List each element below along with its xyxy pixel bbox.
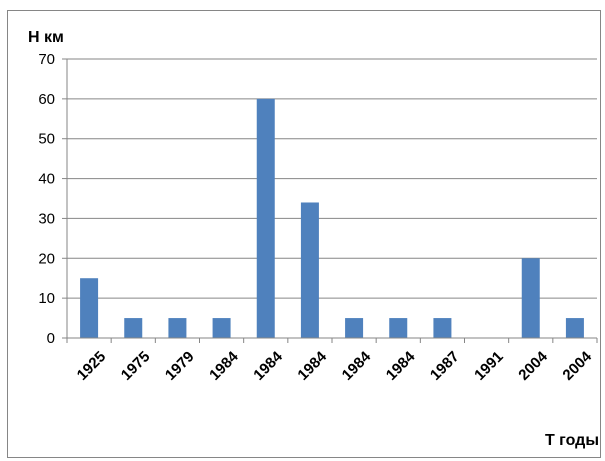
x-tick-label: 1987 — [427, 348, 463, 384]
x-tick-label: 1984 — [383, 348, 419, 384]
x-tick-label: 1991 — [471, 348, 507, 384]
y-tick-label: 40 — [38, 171, 55, 188]
x-tick-label: 1984 — [294, 348, 330, 384]
bars — [80, 98, 584, 338]
bar — [256, 98, 275, 338]
y-tick-label: 10 — [38, 290, 55, 307]
y-tick-label: 30 — [38, 210, 55, 227]
gridlines — [67, 58, 597, 299]
y-tick-label: 60 — [38, 91, 55, 108]
x-tick-labels: 1925 1975 1979 1984 1984 1984 1984 1984 1987 1991… — [74, 348, 596, 384]
y-tick-label: 70 — [38, 51, 55, 68]
x-tick-label: 2004 — [559, 348, 595, 384]
bar — [168, 318, 187, 338]
bar — [521, 258, 540, 338]
x-tick-label: 1975 — [118, 348, 154, 384]
x-tick-label: 1925 — [74, 348, 110, 384]
y-tick-label: 50 — [38, 131, 55, 148]
y-tick-label: 20 — [38, 250, 55, 267]
y-tick-label: 0 — [47, 330, 55, 347]
bar — [565, 318, 584, 338]
x-tick-label: 2004 — [515, 348, 551, 384]
bar — [212, 318, 231, 338]
bar — [345, 318, 364, 338]
x-tick-label: 1984 — [206, 348, 242, 384]
y-tick-labels: 0 10 20 30 40 50 60 70 — [38, 51, 55, 347]
x-tick-label: 1979 — [162, 348, 198, 384]
y-axis-label: Н км — [28, 29, 64, 46]
x-tick-label: 1984 — [339, 348, 375, 384]
bar — [433, 318, 452, 338]
x-tick-label: 1984 — [250, 348, 286, 384]
bar — [300, 202, 319, 338]
x-axis-label: Т годы — [545, 432, 599, 449]
axes — [62, 58, 598, 343]
bar — [389, 318, 408, 338]
bar — [124, 318, 143, 338]
bar — [80, 278, 99, 338]
